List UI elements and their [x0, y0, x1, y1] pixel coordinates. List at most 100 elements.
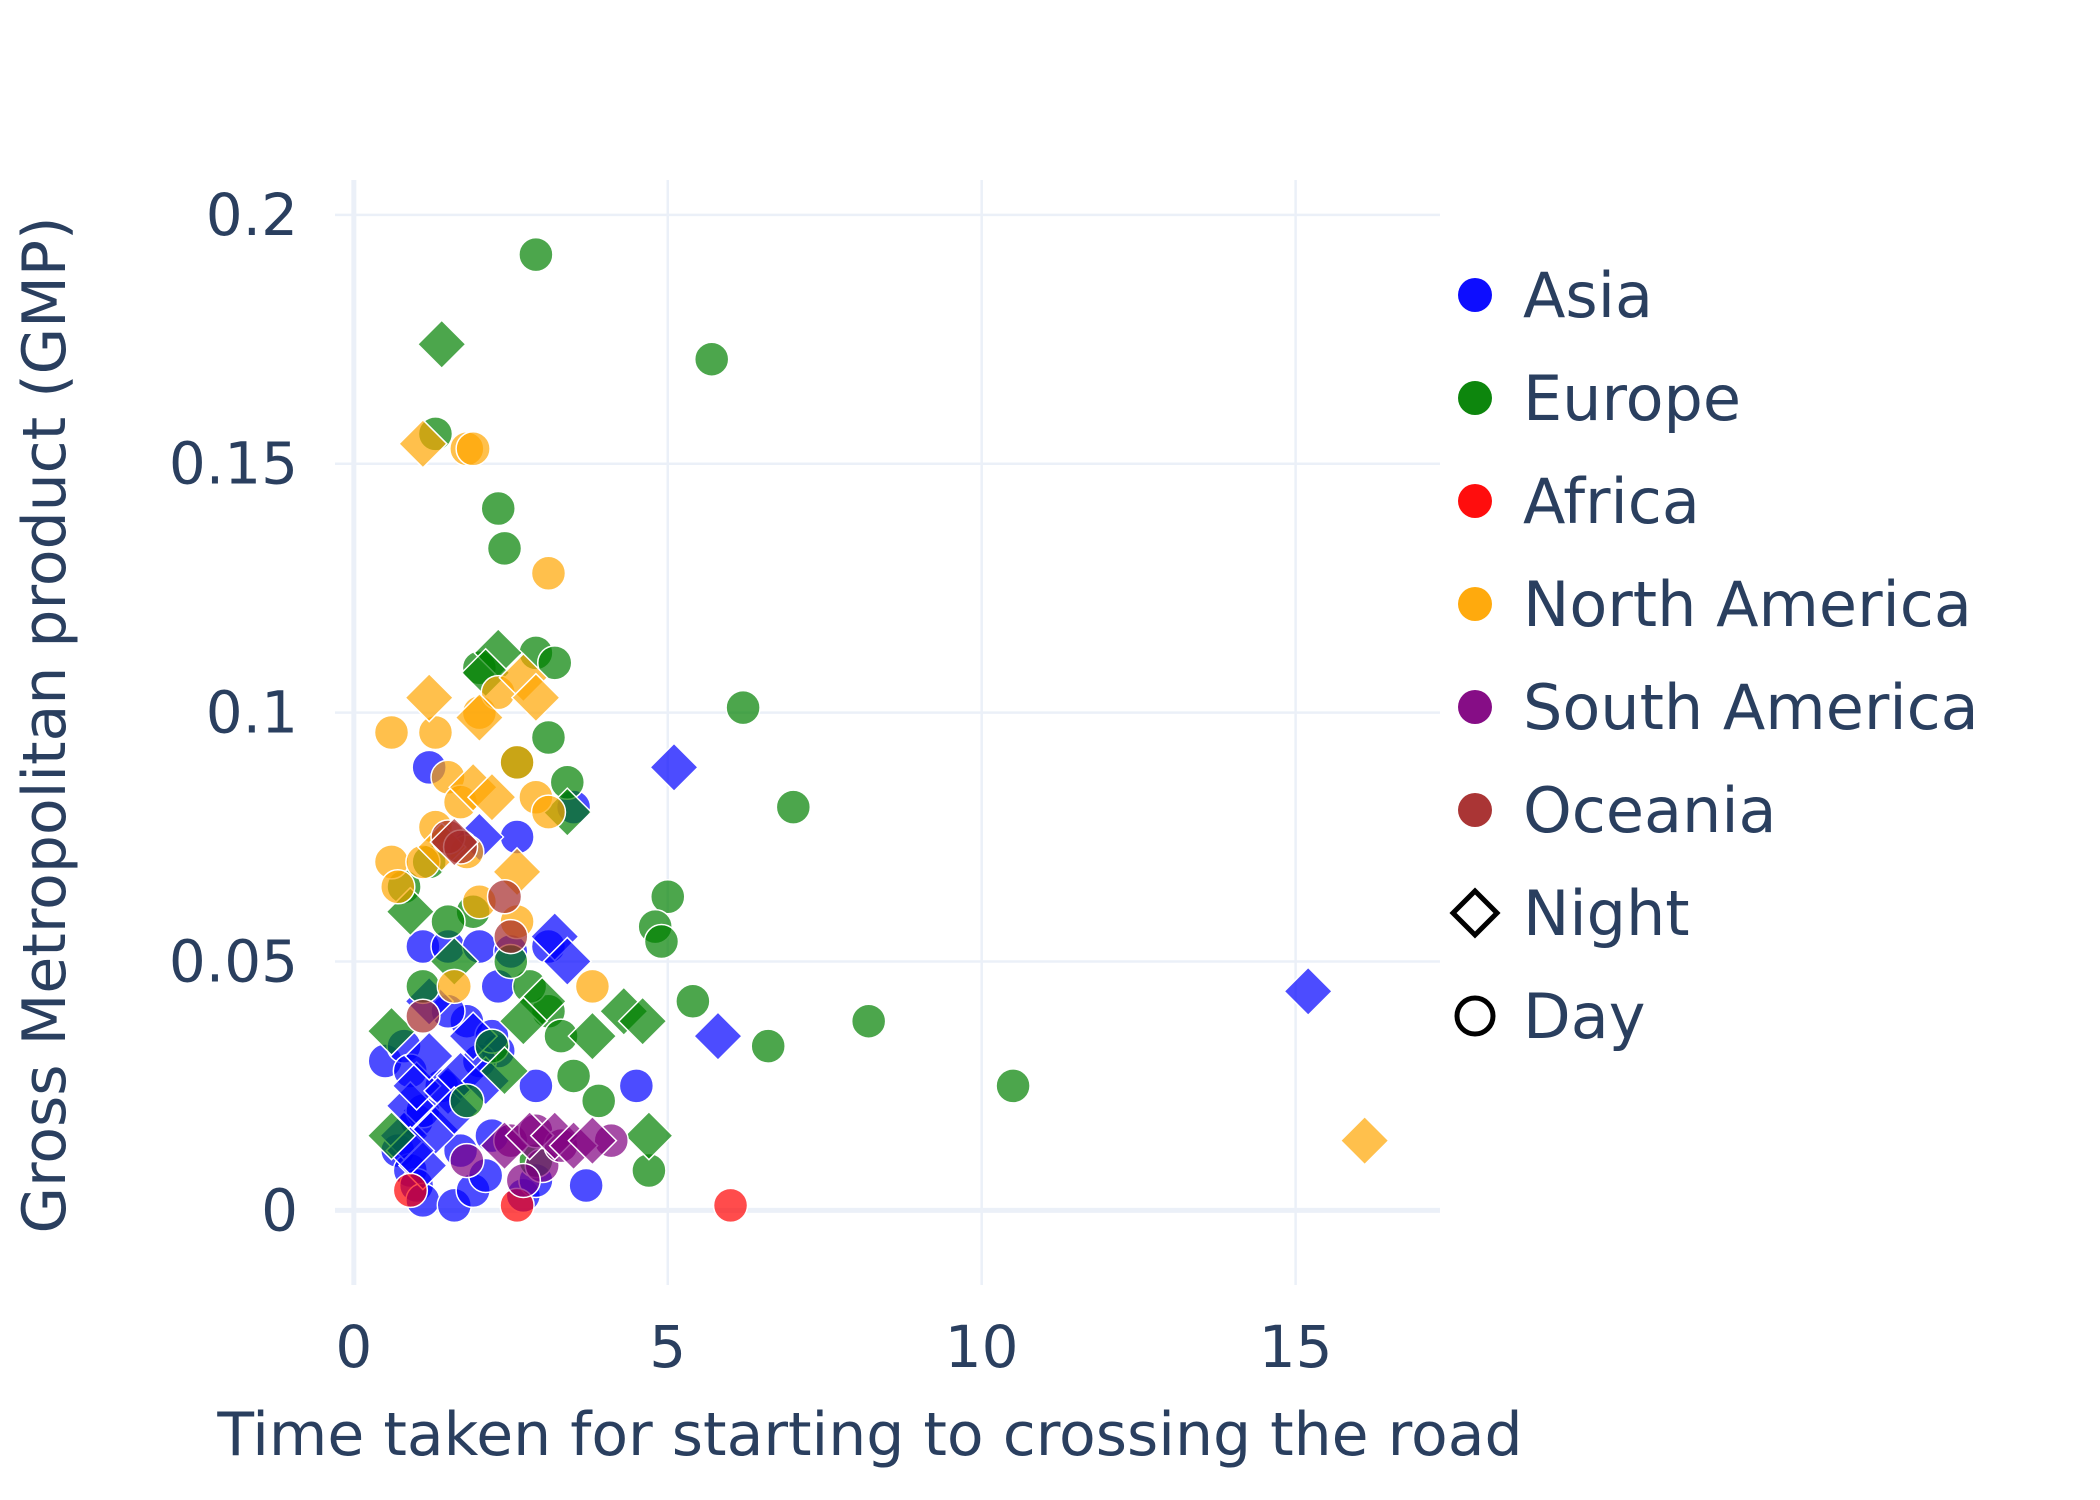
- diamond-icon: [1449, 887, 1501, 939]
- data-point-europe[interactable]: [725, 689, 761, 726]
- data-point-africa[interactable]: [392, 1172, 429, 1209]
- data-point-europe[interactable]: [479, 1045, 530, 1097]
- data-point-europe[interactable]: [675, 983, 711, 1020]
- legend-marker-south-america: [1458, 690, 1492, 724]
- data-point-asia[interactable]: [648, 742, 700, 793]
- data-point-north-america[interactable]: [466, 772, 518, 823]
- legend-label-oceania: Oceania: [1523, 774, 1777, 847]
- series-north-america: [373, 418, 1390, 1166]
- data-point-north-america[interactable]: [454, 692, 505, 743]
- data-point-oceania[interactable]: [405, 998, 441, 1034]
- x-tick-label: 0: [335, 1313, 372, 1381]
- data-point-north-america[interactable]: [530, 794, 567, 830]
- legend-label-europe: Europe: [1523, 362, 1741, 435]
- data-point-europe[interactable]: [366, 1110, 417, 1161]
- legend-marker-europe: [1458, 381, 1492, 415]
- data-point-europe[interactable]: [775, 789, 812, 825]
- legend-label-night: Night: [1523, 877, 1690, 950]
- data-point-asia[interactable]: [448, 1011, 499, 1062]
- data-point-north-america[interactable]: [373, 714, 410, 751]
- data-point-europe[interactable]: [643, 923, 680, 960]
- data-point-north-america[interactable]: [510, 672, 561, 723]
- data-point-europe[interactable]: [518, 236, 554, 273]
- y-tick-label: 0.2: [206, 181, 298, 249]
- data-point-europe[interactable]: [650, 879, 686, 915]
- legend-item-night[interactable]: Night: [1449, 877, 1690, 950]
- data-point-north-america[interactable]: [455, 431, 491, 467]
- legend-item-north-america[interactable]: North America: [1458, 568, 1972, 641]
- data-point-asia[interactable]: [618, 1068, 655, 1104]
- data-point-north-america[interactable]: [574, 968, 611, 1005]
- data-point-europe[interactable]: [405, 968, 441, 1005]
- data-point-europe[interactable]: [693, 341, 730, 377]
- data-point-north-america[interactable]: [397, 418, 448, 469]
- data-point-north-america[interactable]: [499, 744, 535, 781]
- data-point-europe[interactable]: [850, 1003, 887, 1039]
- legend-item-south-america[interactable]: South America: [1458, 671, 1979, 744]
- y-tick-label: 0.05: [169, 927, 298, 995]
- data-point-asia[interactable]: [518, 1068, 554, 1104]
- data-point-europe[interactable]: [567, 1011, 618, 1062]
- legend-item-europe[interactable]: Europe: [1458, 362, 1741, 435]
- data-point-europe[interactable]: [449, 1083, 485, 1119]
- data-point-europe[interactable]: [416, 319, 467, 370]
- data-point-north-america[interactable]: [404, 672, 455, 723]
- data-point-north-america[interactable]: [417, 714, 454, 751]
- data-point-north-america[interactable]: [1339, 1115, 1390, 1166]
- data-point-asia[interactable]: [692, 1011, 744, 1062]
- data-point-south-america[interactable]: [505, 1162, 542, 1199]
- legend-marker-africa: [1458, 484, 1492, 518]
- data-point-south-america[interactable]: [449, 1142, 485, 1179]
- x-tick-label: 5: [649, 1313, 686, 1381]
- legend-marker-asia: [1458, 278, 1492, 312]
- legend[interactable]: Asia Europe Africa North America South Ameri…: [1449, 259, 1979, 1053]
- legend-marker-north-america: [1458, 587, 1492, 621]
- data-point-europe[interactable]: [430, 903, 466, 940]
- data-point-europe[interactable]: [623, 1110, 674, 1161]
- legend-label-day: Day: [1523, 980, 1645, 1053]
- legend-label-africa: Africa: [1523, 465, 1700, 538]
- data-point-asia[interactable]: [542, 936, 593, 987]
- data-point-europe[interactable]: [555, 1058, 592, 1094]
- data-point-europe[interactable]: [617, 996, 668, 1047]
- data-point-north-america[interactable]: [530, 555, 567, 591]
- y-tick-label: 0.15: [169, 430, 298, 498]
- data-point-oceania[interactable]: [493, 918, 529, 955]
- legend-label-north-america: North America: [1523, 568, 1972, 641]
- data-point-europe[interactable]: [536, 645, 573, 681]
- data-point-oceania[interactable]: [429, 816, 480, 868]
- data-point-europe[interactable]: [486, 530, 523, 567]
- legend-item-asia[interactable]: Asia: [1458, 259, 1653, 332]
- legend-item-oceania[interactable]: Oceania: [1458, 774, 1777, 847]
- y-tick-label: 0: [261, 1176, 298, 1244]
- legend-marker-oceania: [1458, 793, 1492, 827]
- data-point-europe[interactable]: [480, 490, 516, 527]
- data-point-africa[interactable]: [712, 1187, 749, 1224]
- data-point-europe[interactable]: [580, 1083, 617, 1119]
- series-africa: [392, 1172, 749, 1224]
- x-axis-title: Time taken for starting to crossing the …: [216, 1400, 1522, 1470]
- circle-icon: [1454, 995, 1496, 1037]
- y-tick-label: 0.1: [206, 679, 298, 747]
- legend-label-asia: Asia: [1523, 259, 1653, 332]
- data-point-asia[interactable]: [568, 1167, 604, 1204]
- data-point-europe[interactable]: [995, 1068, 1031, 1104]
- data-point-asia[interactable]: [1283, 966, 1334, 1017]
- data-point-oceania[interactable]: [486, 879, 523, 915]
- legend-item-africa[interactable]: Africa: [1458, 465, 1700, 538]
- series-south-america: [449, 1110, 629, 1199]
- legend-item-day[interactable]: Day: [1454, 980, 1645, 1053]
- data-point-north-america[interactable]: [380, 869, 416, 905]
- data-point-asia[interactable]: [404, 1030, 455, 1082]
- grid-layer: [335, 180, 1440, 1285]
- data-point-asia[interactable]: [391, 1060, 442, 1111]
- data-point-europe[interactable]: [750, 1028, 786, 1064]
- points-layer: [366, 236, 1390, 1224]
- data-point-north-america[interactable]: [436, 968, 473, 1005]
- data-point-europe[interactable]: [530, 719, 567, 756]
- data-point-europe[interactable]: [498, 996, 549, 1047]
- legend-label-south-america: South America: [1523, 671, 1979, 744]
- data-point-south-america[interactable]: [567, 1115, 618, 1166]
